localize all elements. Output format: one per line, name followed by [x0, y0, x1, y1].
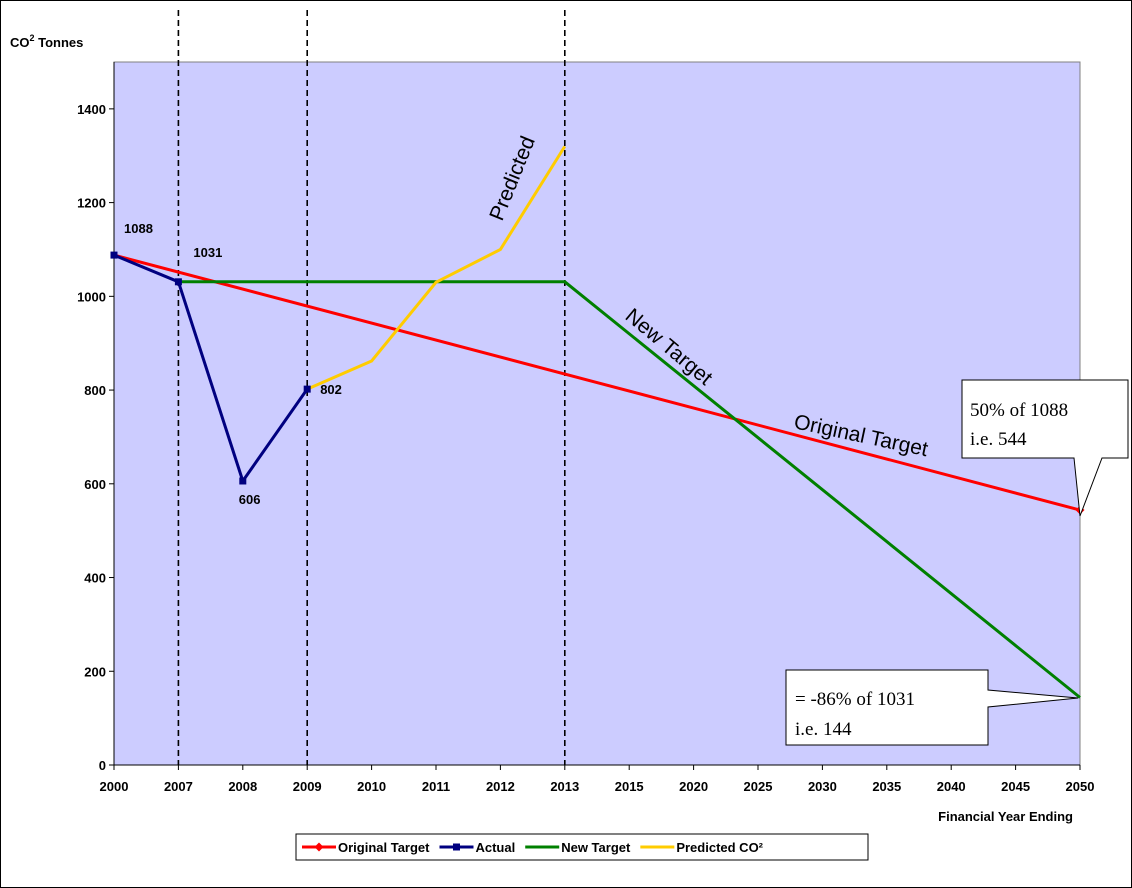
x-tick-label: 2020: [679, 779, 708, 794]
data-label-2009: 802: [320, 382, 342, 397]
x-tick-label: 2040: [937, 779, 966, 794]
series-line-actual: [113, 253, 309, 485]
callout-new-target: = -86% of 1031 i.e. 144: [785, 669, 1079, 746]
x-tick-label: 2010: [357, 779, 386, 794]
data-label-2008: 606: [239, 492, 261, 507]
series-line-predicted-co: [306, 145, 567, 391]
data-labels: 1088 1031 606 802: [124, 221, 342, 507]
y-tick-label: 200: [84, 664, 106, 679]
x-tick-label: 2009: [293, 779, 322, 794]
series-line-new-target: [178, 280, 1081, 699]
callout-original-target: 50% of 1088 i.e. 544: [961, 379, 1129, 517]
vertical-markers: [177, 10, 566, 765]
y-tick-label: 1400: [77, 102, 106, 117]
y-tick-label: 600: [84, 477, 106, 492]
y-tick-label: 0: [99, 758, 106, 773]
plot-area: [113, 61, 1081, 766]
x-tick-label: 2050: [1066, 779, 1095, 794]
callout-new-line1: = -86% of 1031: [795, 689, 915, 710]
callout-new-line2: i.e. 144: [795, 719, 852, 740]
x-tick-label: 2013: [550, 779, 579, 794]
x-tick-label: 2012: [486, 779, 515, 794]
data-label-2007: 1031: [193, 245, 222, 260]
legend: Original Target Actual New Target Predicted…: [302, 840, 764, 855]
callout-original-line2: i.e. 544: [970, 429, 1027, 450]
x-tick-label: 2007: [164, 779, 193, 794]
y-tick-label: 1200: [77, 196, 106, 211]
legend-label-actual: Actual: [475, 840, 515, 855]
legend-label-new-target: New Target: [561, 840, 631, 855]
x-tick-label: 2045: [1001, 779, 1030, 794]
y-tick-label: 1000: [77, 289, 106, 304]
legend-label-predicted-co: Predicted CO²: [676, 840, 763, 855]
legend-marker-actual: [452, 843, 460, 851]
x-tick-label: 2015: [615, 779, 644, 794]
x-tick-label: 2035: [872, 779, 901, 794]
x-tick-label: 2000: [100, 779, 129, 794]
series-point-actual: [174, 278, 182, 286]
series-point-actual: [239, 477, 247, 485]
y-tick-label: 400: [84, 571, 106, 586]
legend-marker-original-target: [314, 842, 324, 852]
x-tick-label: 2030: [808, 779, 837, 794]
series-point-actual: [303, 385, 311, 393]
y-axis-title-rest: Tonnes: [35, 35, 84, 50]
y-axis-title: CO2 Tonnes: [10, 33, 83, 50]
data-label-2000: 1088: [124, 221, 153, 236]
x-axis-title: Financial Year Ending: [938, 809, 1073, 824]
y-axis-title-superscript: 2: [30, 33, 35, 43]
y-tick-label: 800: [84, 383, 106, 398]
series-point-actual: [110, 251, 118, 259]
x-tick-label: 2008: [228, 779, 257, 794]
axes: 0 200 400 600 800 1000 1200 1400 2000 2007 2008 200…: [77, 62, 1094, 794]
legend-label-original-target: Original Target: [338, 840, 430, 855]
legend-box: [295, 833, 869, 861]
callout-original-line1: 50% of 1088: [970, 400, 1068, 421]
series-line-original-target: [113, 253, 1081, 512]
x-tick-label: 2025: [744, 779, 773, 794]
x-tick-label: 2011: [422, 779, 450, 794]
